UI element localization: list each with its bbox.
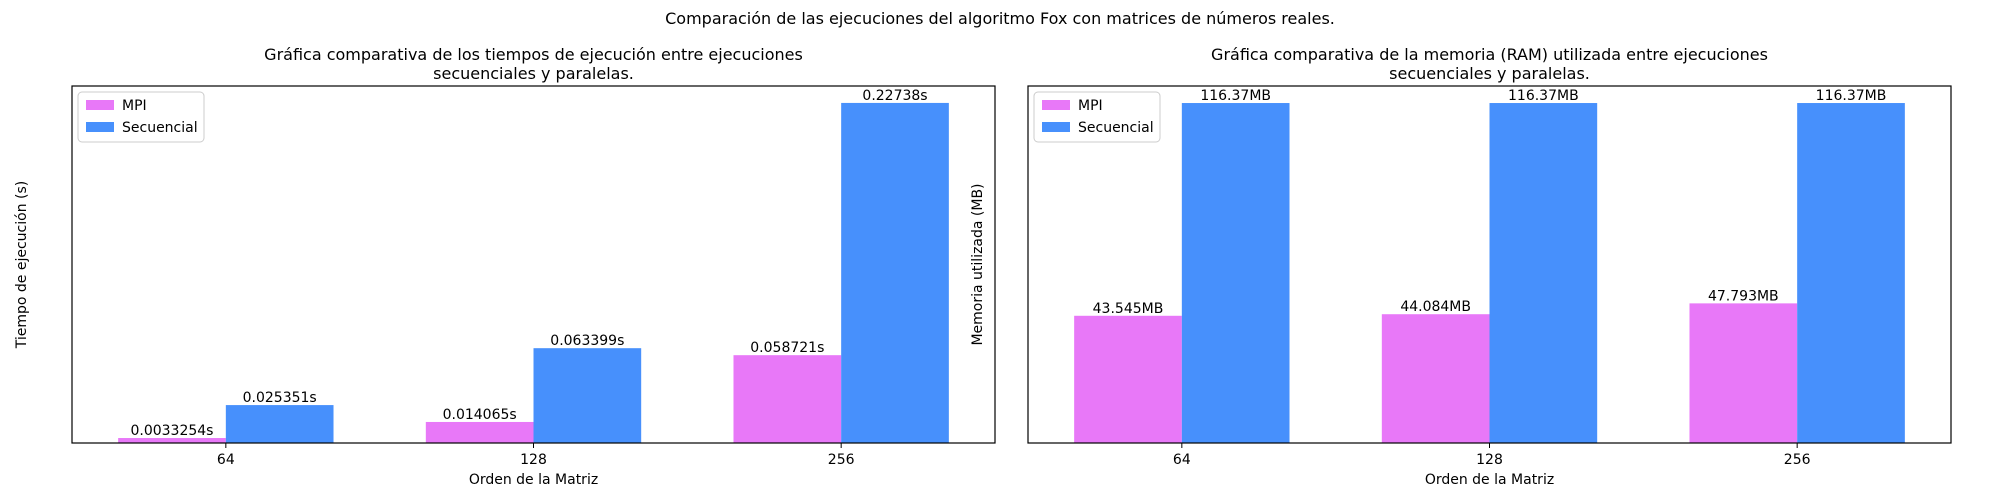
bar-value-label: 43.545MB [1093, 301, 1164, 317]
bar-secuencial-64 [225, 405, 334, 443]
bar-mpi-64 [1074, 315, 1182, 443]
chart-title: Gráfica comparativa de los tiempos de ej… [264, 45, 803, 83]
bar-value-label: 116.37MB [1816, 88, 1887, 104]
bar-value-label: 44.084MB [1400, 299, 1471, 315]
bar-mpi-128 [425, 421, 534, 443]
figure-suptitle: Comparación de las ejecuciones del algor… [665, 9, 1335, 28]
x-tick-label: 64 [217, 452, 235, 468]
bar-secuencial-256 [1797, 103, 1905, 444]
bar-value-label: 0.025351s [243, 390, 317, 406]
y-axis-label: Memoria utilizada (MB) [970, 183, 986, 345]
chart-panel-2: Gráfica comparativa de la memoria (RAM) … [970, 45, 1952, 488]
x-tick-label: 256 [828, 452, 855, 468]
legend-label-secuencial: Secuencial [122, 120, 198, 136]
legend: MPI Secuencial [77, 91, 205, 143]
bar-value-label: 116.37MB [1508, 88, 1579, 104]
legend-label-mpi: MPI [1078, 98, 1103, 114]
bar-mpi-64 [118, 438, 226, 443]
bar-value-label: 0.22738s [862, 88, 927, 104]
chart-panel-1: Gráfica comparativa de los tiempos de ej… [14, 45, 996, 488]
y-axis-label: Tiempo de ejecución (s) [14, 181, 30, 350]
bar-value-label: 0.0033254s [130, 423, 213, 439]
bar-value-label: 47.793MB [1708, 288, 1779, 304]
legend: MPI Secuencial [1033, 91, 1161, 143]
bar-mpi-256 [733, 355, 842, 443]
legend-label-mpi: MPI [122, 98, 147, 114]
x-tick-label: 128 [1476, 452, 1503, 468]
bar-secuencial-128 [533, 348, 642, 443]
legend-swatch-secuencial [1042, 122, 1070, 132]
bar-secuencial-256 [841, 102, 949, 443]
bar-secuencial-128 [1489, 103, 1598, 444]
x-tick-label: 64 [1173, 452, 1191, 468]
x-axis-label: Orden de la Matriz [469, 472, 598, 488]
bar-mpi-128 [1381, 314, 1490, 443]
x-tick-label: 128 [520, 452, 547, 468]
bar-value-label: 116.37MB [1200, 88, 1271, 104]
bar-value-label: 0.014065s [443, 407, 517, 423]
bar-value-label: 0.063399s [550, 333, 624, 349]
legend-swatch-mpi [1042, 100, 1070, 110]
bar-secuencial-64 [1181, 103, 1290, 444]
legend-swatch-mpi [86, 100, 114, 110]
legend-swatch-secuencial [86, 122, 114, 132]
chart-title: Gráfica comparativa de la memoria (RAM) … [1211, 45, 1768, 83]
x-axis-label: Orden de la Matriz [1425, 472, 1554, 488]
bar-value-label: 0.058721s [750, 340, 824, 356]
x-tick-label: 256 [1784, 452, 1811, 468]
bar-mpi-256 [1689, 303, 1798, 443]
legend-label-secuencial: Secuencial [1078, 120, 1154, 136]
